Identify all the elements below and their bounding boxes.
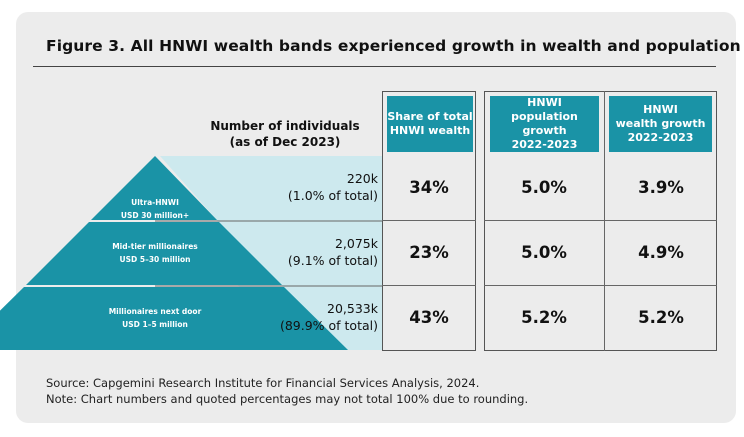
- pyramid-tier-next-door: [0, 287, 348, 350]
- individuals-header: Number of individuals (as of Dec 2023): [200, 118, 370, 150]
- wealth-share-ultra: 34%: [409, 178, 449, 197]
- tier-label-ultra: Ultra-HNWI USD 30 million+: [105, 196, 205, 222]
- count-cell-ultra: 220k (1.0% of total): [250, 170, 378, 204]
- count-cell-mid: 2,075k (9.1% of total): [250, 235, 378, 269]
- wealth-share-next-door: 43%: [409, 308, 449, 327]
- header-wealth-growth: HNWI wealth growth 2022-2023: [609, 96, 712, 152]
- header-line: 2022-2023: [627, 131, 694, 144]
- header-line: population growth: [511, 110, 578, 137]
- tier-range: USD 5–30 million: [119, 255, 191, 264]
- header-line: HNWI: [527, 96, 562, 109]
- header-wealth-share: Share of total HNWI wealth: [387, 96, 473, 152]
- tier-name: Millionaires next door: [108, 307, 202, 316]
- header-line: HNWI: [643, 103, 678, 116]
- row-divider: [484, 220, 717, 221]
- figure-title: Figure 3. All HNWI wealth bands experien…: [46, 37, 741, 55]
- wealth-growth-mid: 4.9%: [638, 243, 684, 262]
- individuals-header-line1: Number of individuals: [210, 119, 360, 133]
- population-growth-mid: 5.0%: [521, 243, 567, 262]
- source-line: Source: Capgemini Research Institute for…: [46, 376, 480, 390]
- growth-columns-divider: [604, 91, 605, 351]
- header-population-growth: HNWI population growth 2022-2023: [490, 96, 599, 152]
- population-growth-next-door: 5.2%: [521, 308, 567, 327]
- row-divider: [382, 220, 476, 221]
- tier-label-next-door: Millionaires next door USD 1–5 million: [80, 305, 230, 331]
- pyramid-tier-mid: [26, 222, 282, 285]
- count-cell-next-door: 20,533k (89.9% of total): [250, 300, 378, 334]
- tier-range: USD 1–5 million: [122, 320, 188, 329]
- tier-label-mid: Mid-tier millionaires USD 5–30 million: [80, 240, 230, 266]
- wealth-growth-ultra: 3.9%: [638, 178, 684, 197]
- tier-name: Mid-tier millionaires: [112, 242, 198, 251]
- count-value: 2,075k: [334, 236, 378, 251]
- header-line: Share of total: [387, 110, 473, 123]
- tier-name: Ultra-HNWI: [131, 198, 179, 207]
- source-note: Source: Capgemini Research Institute for…: [46, 375, 528, 407]
- individuals-header-line2: (as of Dec 2023): [229, 135, 341, 149]
- row-divider: [382, 285, 476, 286]
- wealth-share-mid: 23%: [409, 243, 449, 262]
- header-line: wealth growth: [615, 117, 706, 130]
- tier-range: USD 30 million+: [120, 211, 190, 220]
- light-band-top: [160, 156, 382, 220]
- count-value: 220k: [346, 171, 378, 186]
- count-share: (89.9% of total): [279, 318, 378, 333]
- population-growth-ultra: 5.0%: [521, 178, 567, 197]
- count-share: (9.1% of total): [287, 253, 378, 268]
- header-line: HNWI wealth: [389, 124, 471, 137]
- count-value: 20,533k: [327, 301, 378, 316]
- wealth-growth-next-door: 5.2%: [638, 308, 684, 327]
- pyramid-tier-ultra: [91, 156, 217, 220]
- count-share: (1.0% of total): [287, 188, 378, 203]
- row-divider: [484, 285, 717, 286]
- note-line: Note: Chart numbers and quoted percentag…: [46, 392, 529, 406]
- title-divider: [33, 66, 716, 67]
- header-line: 2022-2023: [511, 138, 578, 151]
